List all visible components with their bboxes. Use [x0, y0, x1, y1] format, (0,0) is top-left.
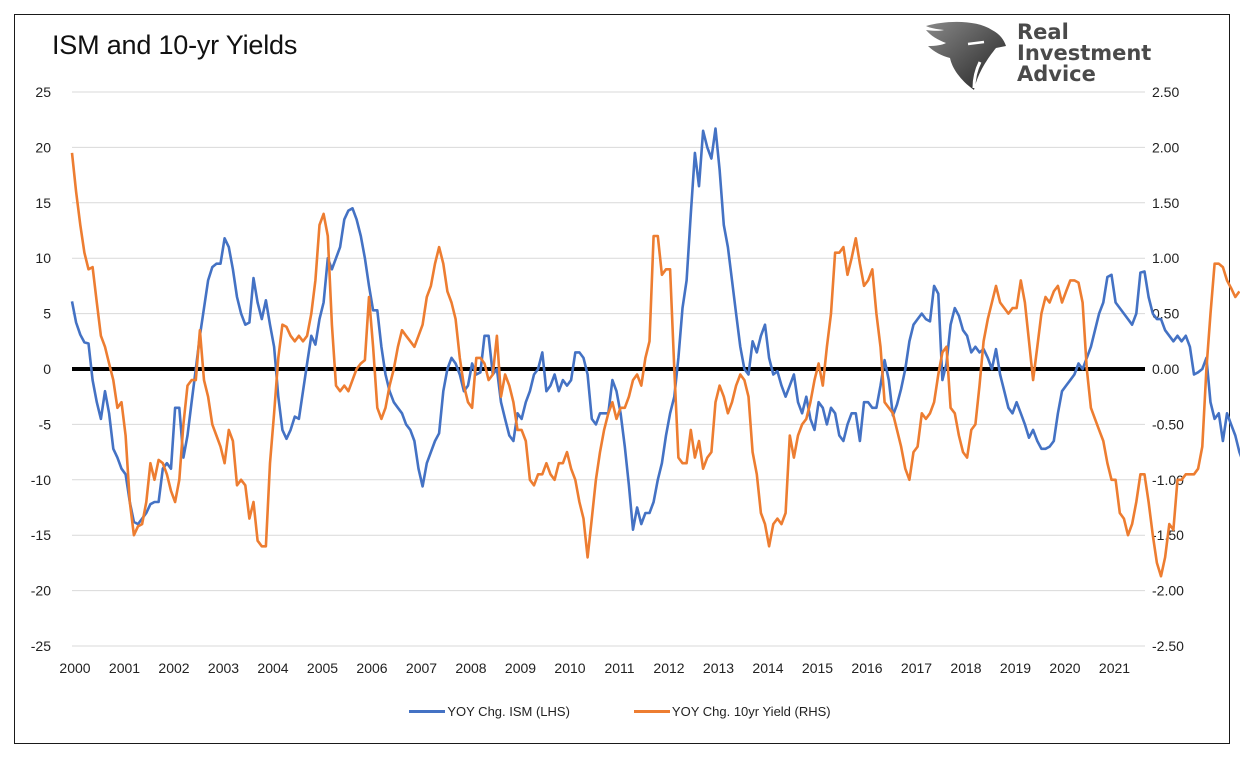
chart-title: ISM and 10-yr Yields [52, 30, 298, 60]
y-right-tick-label: -2.00 [1152, 583, 1184, 599]
x-tick-label: 2006 [356, 660, 387, 676]
y-left-tick-label: 0 [43, 361, 51, 377]
x-tick-label: 2013 [703, 660, 734, 676]
legend-item-ism: YOY Chg. ISM (LHS) [409, 704, 570, 719]
series-line-ism [70, 127, 1240, 532]
y-right-tick-label: 0.50 [1152, 306, 1179, 322]
y-left-tick-label: -15 [31, 527, 51, 543]
x-tick-label: 2015 [802, 660, 833, 676]
x-tick-label: 2011 [604, 660, 634, 676]
legend-item-yield: YOY Chg. 10yr Yield (RHS) [633, 704, 831, 719]
x-tick-label: 2007 [406, 660, 437, 676]
x-tick-label: 2012 [653, 660, 684, 676]
y-left-tick-label: -5 [39, 416, 52, 432]
y-left-tick-label: 15 [35, 195, 51, 211]
chart-frame [14, 14, 1230, 744]
points-10yr-yield [71, 152, 1240, 577]
y-right-tick-label: 2.00 [1152, 139, 1179, 155]
y-left-tick-label: 25 [35, 84, 51, 100]
legend-label-yield: YOY Chg. 10yr Yield (RHS) [671, 704, 831, 719]
x-tick-label: 2001 [109, 660, 140, 676]
y-left-tick-label: -20 [31, 583, 51, 599]
brand-logo: Real Investment Advice [922, 18, 1162, 94]
legend: YOY Chg. ISM (LHS) YOY Chg. 10yr Yield (… [0, 704, 1240, 719]
x-tick-label: 2021 [1099, 660, 1130, 676]
logo-line-investment: Investment [1017, 41, 1152, 65]
y-right-tick-label: 0.00 [1152, 361, 1179, 377]
x-tick-label: 2008 [455, 660, 486, 676]
x-tick-label: 2000 [59, 660, 90, 676]
y-left-tick-label: -25 [31, 638, 51, 654]
y-right-tick-label: -0.50 [1152, 416, 1184, 432]
legend-swatch-yield [633, 710, 670, 713]
y-axis-right: 2.502.001.501.000.500.00-0.50-1.00-1.50-… [1152, 84, 1184, 654]
y-right-tick-label: 1.00 [1152, 250, 1179, 266]
x-tick-label: 2014 [752, 660, 783, 676]
y-right-tick-label: 2.50 [1152, 84, 1179, 100]
y-left-tick-label: -10 [31, 472, 51, 488]
eagle-shield-icon [926, 21, 1006, 90]
logo-line-real: Real [1017, 20, 1069, 44]
x-tick-label: 2004 [257, 660, 288, 676]
x-tick-label: 2019 [1000, 660, 1031, 676]
x-tick-label: 2005 [307, 660, 338, 676]
x-tick-label: 2020 [1049, 660, 1080, 676]
logo-line-advice: Advice [1017, 62, 1096, 86]
series-line-10yr-yield [70, 152, 1240, 578]
legend-label-ism: YOY Chg. ISM (LHS) [447, 704, 570, 719]
x-tick-label: 2010 [554, 660, 585, 676]
y-left-tick-label: 10 [35, 250, 51, 266]
y-axis-left: 25 20 15 10 5 0 -5 -10 -15 -20 -25 [31, 84, 51, 654]
series-group [70, 127, 1240, 578]
y-left-tick-label: 20 [35, 139, 51, 155]
x-tick-label: 2017 [901, 660, 932, 676]
x-tick-label: 2002 [158, 660, 189, 676]
y-left-tick-label: 5 [43, 306, 51, 322]
y-right-tick-label: -2.50 [1152, 638, 1184, 654]
x-tick-label: 2016 [851, 660, 882, 676]
logo-text: Real Investment Advice [1017, 22, 1151, 85]
points-ism [71, 128, 1240, 530]
y-right-tick-label: 1.50 [1152, 195, 1179, 211]
legend-swatch-ism [409, 710, 446, 713]
x-axis: 2000 2001 2002 2003 2004 2005 2006 2007 2008 2009… [59, 660, 1130, 676]
x-tick-label: 2009 [505, 660, 536, 676]
x-tick-label: 2018 [950, 660, 981, 676]
gridlines [72, 91, 1145, 647]
x-tick-label: 2003 [208, 660, 239, 676]
